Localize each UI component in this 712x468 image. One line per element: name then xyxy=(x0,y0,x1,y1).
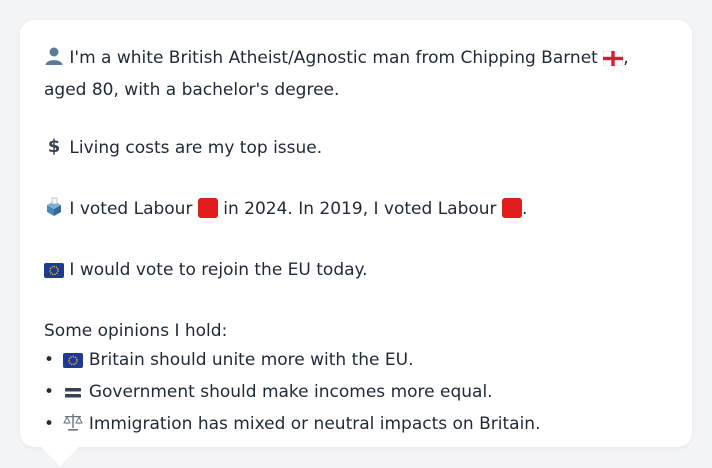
equals-icon xyxy=(63,381,83,410)
vote-text-a: I voted Labour xyxy=(69,199,193,219)
opinions-heading: Some opinions I hold: xyxy=(44,321,228,341)
message-bubble: I'm a white British Atheist/Agnostic man… xyxy=(20,20,692,447)
eu-flag-icon xyxy=(44,259,64,288)
list-item: • Britain should unite more with the EU. xyxy=(44,346,672,378)
dollar-icon: $ xyxy=(44,136,64,166)
eu-paragraph: I would vote to rejoin the EU today. xyxy=(44,256,672,288)
bullet-dot: • xyxy=(44,350,55,370)
opinion-text: Britain should unite more with the EU. xyxy=(88,350,414,370)
scales-icon xyxy=(63,412,84,442)
vote-text-b: in 2024. In 2019, I voted Labour xyxy=(223,199,497,219)
england-flag-icon xyxy=(602,47,624,76)
intro-paragraph: I'm a white British Atheist/Agnostic man… xyxy=(44,44,672,105)
vote-text-c: . xyxy=(521,199,528,219)
list-item: • Immigration has mixed or neutral impac… xyxy=(44,410,672,442)
opinions-section: Some opinions I hold: • Britain should u… xyxy=(44,317,672,442)
opinion-text: Immigration has mixed or neutral impacts… xyxy=(88,414,541,434)
ballot-box-icon xyxy=(44,197,64,227)
intro-text-tail: , aged 80, with a bachelor's degree. xyxy=(44,48,629,100)
bullet-dot: • xyxy=(44,414,55,434)
issue-text: Living costs are my top issue. xyxy=(69,138,323,158)
opinion-text: Government should make incomes more equa… xyxy=(88,382,493,402)
eu-flag-icon xyxy=(63,349,84,378)
eu-text: I would vote to rejoin the EU today. xyxy=(69,260,368,280)
issue-paragraph: $ Living costs are my top issue. xyxy=(44,134,672,166)
person-icon xyxy=(44,46,64,76)
list-item: • Government should make incomes more eq… xyxy=(44,378,672,410)
intro-text: I'm a white British Atheist/Agnostic man… xyxy=(69,48,598,68)
labour-red-square-icon xyxy=(197,198,218,218)
labour-red-square-icon xyxy=(501,198,522,218)
svg-text:$: $ xyxy=(48,136,61,156)
vote-paragraph: I voted Labour in 2024. In 2019, I voted… xyxy=(44,195,672,227)
bullet-dot: • xyxy=(44,382,55,402)
message-content: I'm a white British Atheist/Agnostic man… xyxy=(44,44,672,442)
bubble-tail xyxy=(40,446,80,466)
